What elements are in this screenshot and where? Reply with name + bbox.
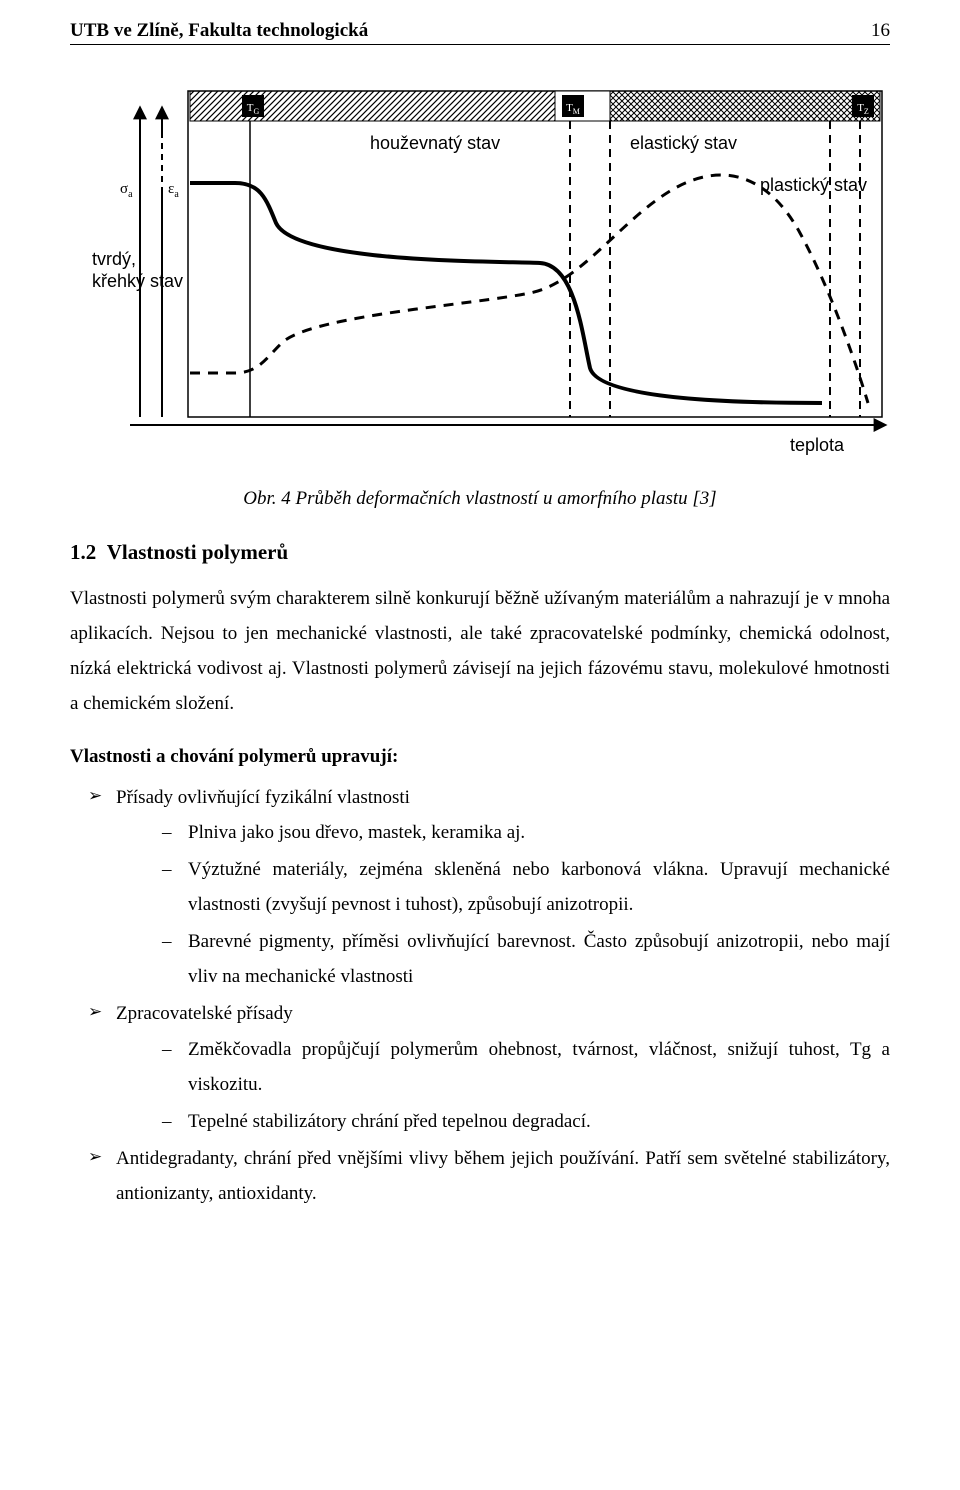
- sub-item: Plniva jako jsou dřevo, mastek, keramika…: [162, 815, 890, 850]
- list-item: Přísady ovlivňující fyzikální vlastnosti…: [88, 780, 890, 995]
- curve-dashed: [190, 175, 868, 403]
- figure-caption: Obr. 4 Průběh deformačních vlastností u …: [70, 488, 890, 510]
- section-title: Vlastnosti polymerů: [107, 540, 288, 564]
- x-label: teplota: [790, 435, 845, 455]
- sub-item: Tepelné stabilizátory chrání před tepeln…: [162, 1104, 890, 1139]
- label-left-1: tvrdý,: [92, 249, 136, 269]
- chart-border: [188, 91, 882, 417]
- document-page: UTB ve Zlíně, Fakulta technologická 16: [0, 0, 960, 1253]
- label-left-2: křehký stav: [92, 271, 183, 291]
- paragraph-1: Vlastnosti polymerů svým charakterem sil…: [70, 581, 890, 722]
- label-region3: plastický stav: [760, 175, 867, 195]
- topbar-right: [610, 91, 880, 121]
- sub-item: Barevné pigmenty, příměsi ovlivňující ba…: [162, 924, 890, 994]
- list-item-text: Antidegradanty, chrání před vnějšími vli…: [116, 1148, 890, 1204]
- deformation-diagram: TG TM TZ houževnatý stav elastický stav …: [70, 73, 890, 473]
- sub-item: Výztužné materiály, zejména skleněná neb…: [162, 852, 890, 922]
- page-header: UTB ve Zlíně, Fakulta technologická 16: [70, 20, 890, 45]
- sub-item: Změkčovadla propůjčují polymerům ohebnos…: [162, 1032, 890, 1102]
- list-item-text: Zpracovatelské přísady: [116, 1003, 293, 1024]
- list-item: Zpracovatelské přísady Změkčovadla propů…: [88, 996, 890, 1139]
- y-label-sigma: σa: [120, 181, 133, 200]
- list-subhead: Vlastnosti a chování polymerů upravují:: [70, 746, 890, 768]
- curve-solid: [190, 183, 822, 403]
- figure-container: TG TM TZ houževnatý stav elastický stav …: [70, 73, 890, 510]
- label-region2: elastický stav: [630, 133, 737, 153]
- y-label-eps: εa: [168, 181, 179, 200]
- label-region1: houževnatý stav: [370, 133, 500, 153]
- list-item-text: Přísady ovlivňující fyzikální vlastnosti: [116, 787, 410, 808]
- header-page-number: 16: [871, 20, 890, 42]
- section-number: 1.2: [70, 540, 96, 564]
- bullet-list: Přísady ovlivňující fyzikální vlastnosti…: [70, 780, 890, 1212]
- list-item: Antidegradanty, chrání před vnějšími vli…: [88, 1141, 890, 1211]
- header-institution: UTB ve Zlíně, Fakulta technologická: [70, 20, 368, 42]
- section-heading: 1.2 Vlastnosti polymerů: [70, 540, 890, 565]
